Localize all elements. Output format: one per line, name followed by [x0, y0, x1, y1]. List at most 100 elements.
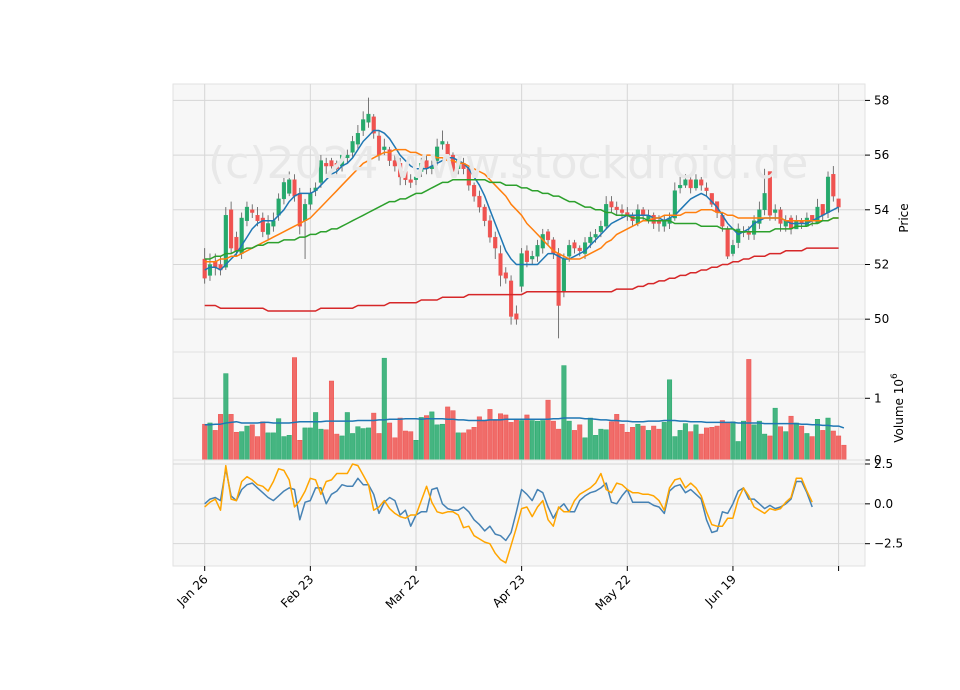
candle-up [588, 236, 593, 243]
candle-up [662, 220, 667, 227]
volume-bar [587, 417, 593, 461]
macd-panel-background [172, 459, 866, 567]
volume-bar [397, 417, 403, 461]
volume-bar [360, 428, 366, 461]
candle-up [736, 228, 741, 243]
candle-down [324, 163, 329, 167]
candle-up [535, 245, 540, 257]
volume-bar [841, 444, 847, 461]
candle-up [678, 184, 683, 189]
volume-bar [714, 425, 720, 461]
candle-down [408, 179, 413, 183]
volume-bar [424, 415, 430, 461]
volume-bar [698, 433, 704, 461]
candle-down [572, 242, 577, 249]
volume-bar [709, 427, 715, 461]
volume-bar [630, 427, 636, 461]
volume-exponent: 6 [890, 373, 900, 379]
candle-up [207, 264, 213, 276]
candle-down [498, 253, 503, 276]
volume-bar [270, 432, 276, 461]
candle-down [403, 171, 408, 180]
candle-up [318, 160, 323, 183]
ma-long-line [204, 247, 839, 312]
candle-down [524, 250, 529, 262]
candle-up [598, 226, 603, 232]
volume-bar [593, 435, 599, 461]
macd-ytick-label: 2.5 [874, 457, 893, 471]
candle-down [641, 209, 646, 216]
candle-up [440, 141, 445, 145]
volume-bar [561, 365, 567, 461]
volume-bar [276, 418, 282, 461]
candle-up [266, 223, 271, 235]
volume-bar [624, 431, 630, 461]
candle-down [577, 247, 582, 252]
volume-bar [809, 436, 815, 461]
candle-down [477, 195, 482, 208]
volume-bar [608, 421, 614, 461]
volume-bar [392, 437, 398, 461]
candle-up [683, 179, 688, 186]
volume-bar [725, 422, 731, 461]
candle-up [567, 245, 572, 257]
candle-down [509, 280, 514, 317]
x-tick-label: Mar 22 [383, 572, 422, 611]
candle-down [255, 215, 260, 221]
volume-bar [830, 430, 836, 461]
volume-bar [239, 431, 245, 461]
volume-bar [677, 430, 683, 461]
x-tick-label: Feb 23 [278, 572, 316, 610]
macd-ytick-label: 0.0 [874, 497, 893, 511]
volume-bar [746, 359, 752, 461]
volume-bar [651, 425, 657, 461]
volume-bar [756, 420, 762, 461]
candle-down [619, 209, 625, 213]
candle-up [244, 206, 250, 221]
candle-down [472, 184, 477, 197]
candle-down [229, 209, 234, 249]
candle-up [276, 198, 281, 216]
candle-up [345, 154, 350, 159]
volume-bar [492, 420, 498, 461]
volume-bar [344, 412, 350, 461]
x-axis: Jan 26 Feb 23 Mar 22 Apr 23 May 22 Jun 19 [174, 566, 840, 613]
candle-up [561, 258, 566, 293]
candle-up [303, 204, 308, 221]
candle-down [450, 154, 456, 172]
volume-ma-line [204, 417, 845, 429]
x-tick-label: Jan 26 [174, 572, 211, 609]
volume-bar [704, 427, 710, 461]
signal-line [204, 463, 813, 564]
volume-bar [445, 406, 451, 461]
volume-bar [297, 440, 303, 461]
volume-bar [286, 435, 292, 461]
candle-up [361, 119, 366, 131]
candle-down [546, 231, 551, 241]
volume-bar [339, 435, 345, 461]
candle-down [371, 116, 376, 134]
candle-down [836, 198, 841, 208]
volume-bar [402, 430, 408, 461]
volume-bar [571, 430, 577, 461]
volume-bar [783, 431, 789, 461]
candle-up [604, 204, 609, 227]
volume-bar [318, 428, 324, 461]
volume-bar [255, 436, 261, 461]
volume-bar [323, 429, 329, 461]
volume-bar [439, 423, 445, 461]
candle-down [820, 204, 825, 216]
volume-bar [540, 420, 546, 461]
volume-bar [825, 417, 831, 461]
volume-bar [556, 428, 562, 461]
volume-bar [603, 429, 609, 461]
candle-up [355, 133, 360, 145]
candle-up [693, 179, 699, 189]
candle-up [350, 141, 355, 153]
candle-up [308, 193, 313, 205]
candle-down [260, 217, 265, 232]
candle-down [482, 206, 487, 221]
volume-bar [281, 436, 287, 461]
candle-up [794, 220, 799, 230]
